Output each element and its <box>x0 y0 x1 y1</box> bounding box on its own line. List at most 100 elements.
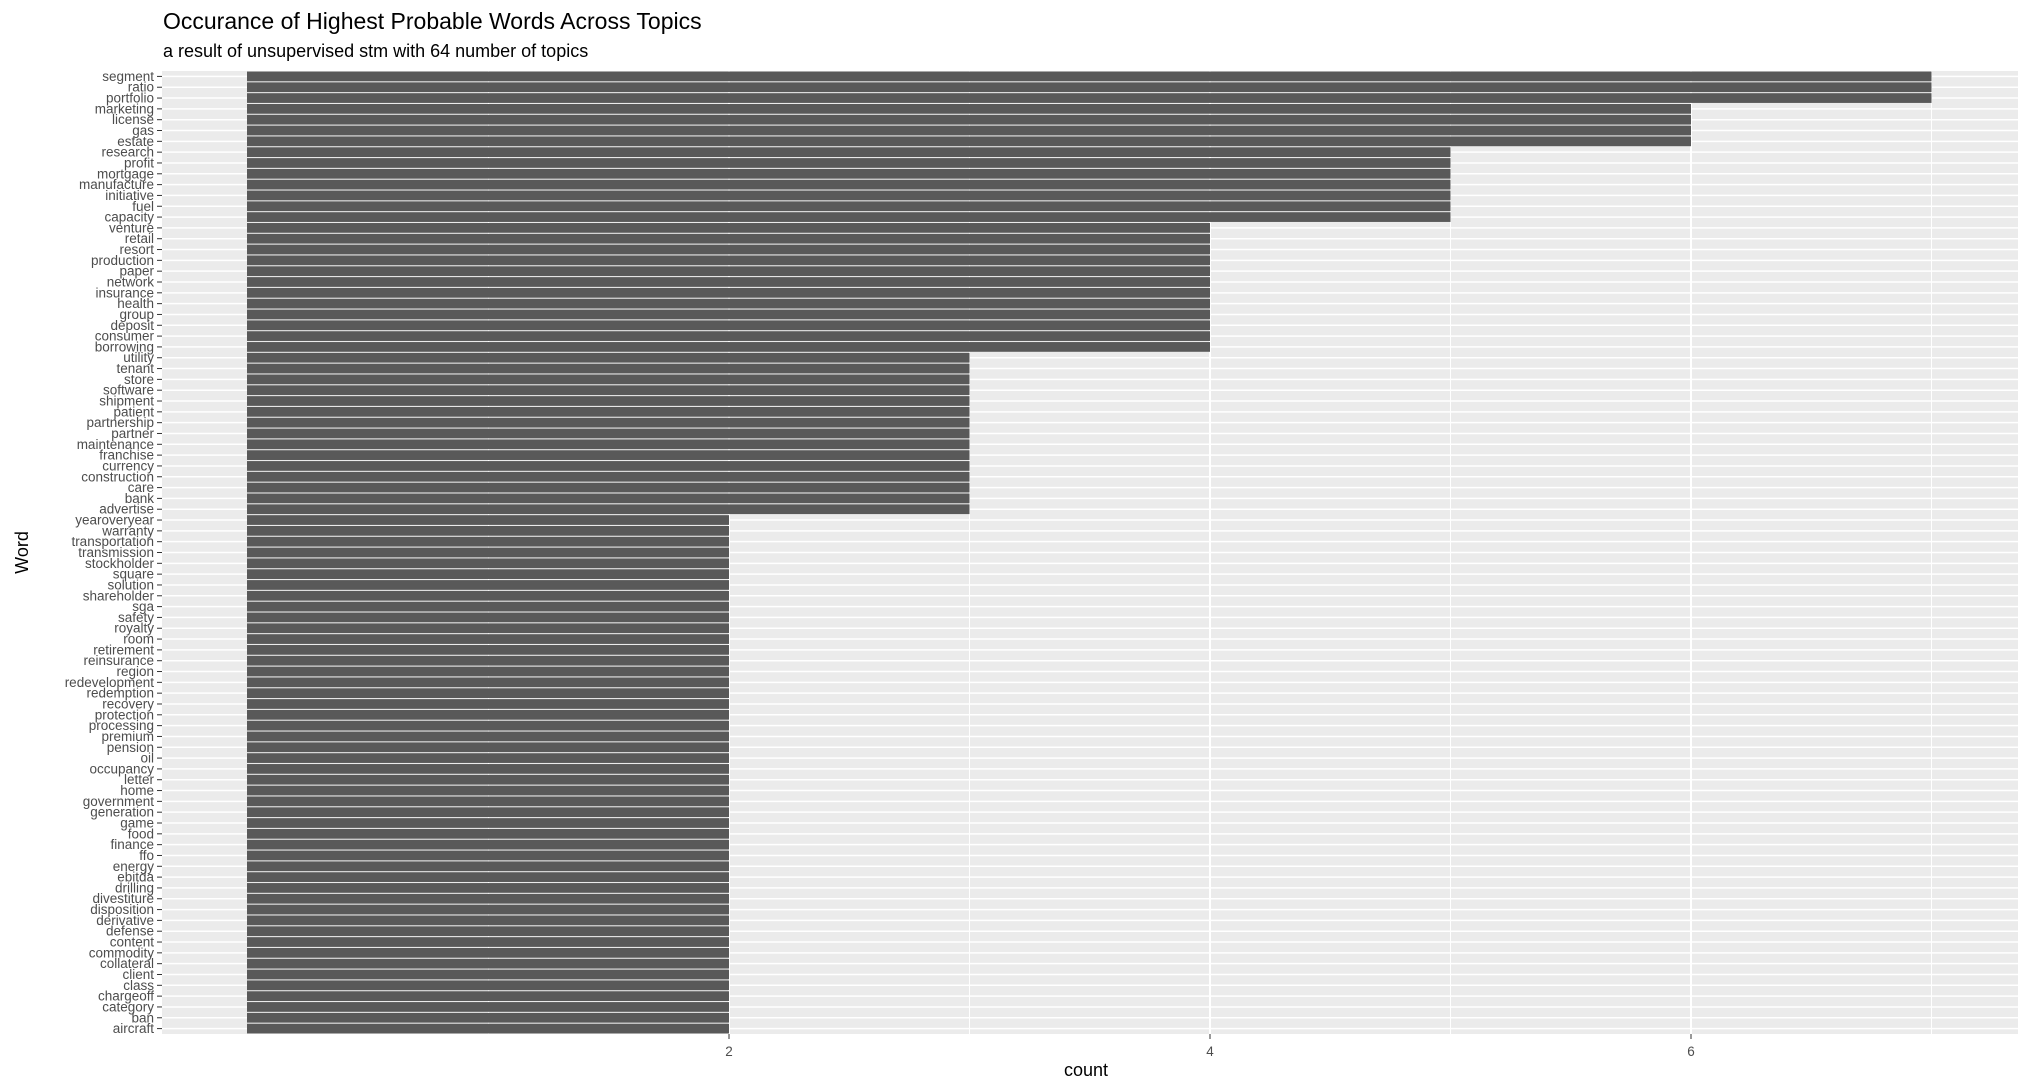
chart-subtitle: a result of unsupervised stm with 64 num… <box>163 41 589 61</box>
bar-utility <box>247 352 970 363</box>
y-tick-label: reinsurance <box>83 653 154 668</box>
bar-borrowing <box>247 342 1210 352</box>
bar-content <box>247 937 729 947</box>
x-tick-label: 4 <box>1206 1044 1214 1059</box>
y-tick-label: disposition <box>90 902 154 917</box>
bar-reinsurance <box>247 655 729 666</box>
y-tick-label: content <box>110 935 155 950</box>
bar-yearoveryear <box>247 515 729 525</box>
bar-deposit <box>247 320 1210 331</box>
y-tick-label: energy <box>113 859 155 874</box>
y-tick-label: letter <box>124 772 155 787</box>
bar-defense <box>247 926 729 937</box>
y-tick-label: region <box>116 664 154 679</box>
bar-tenant <box>247 363 970 374</box>
y-tick-label: utility <box>123 350 154 365</box>
bar-construction <box>247 471 970 482</box>
y-tick-label: research <box>101 145 154 160</box>
y-tick-label: yearoveryear <box>75 513 154 528</box>
y-tick-label: insurance <box>95 285 154 300</box>
bar-partner <box>247 428 970 439</box>
y-tick-label: royalty <box>114 621 154 636</box>
bar-health <box>247 298 1210 309</box>
bar-advertise <box>247 504 970 515</box>
bar-shareholder <box>247 590 729 601</box>
x-axis-ticks: 2 4 6 <box>725 1034 1695 1059</box>
y-tick-label: drilling <box>115 880 154 895</box>
bar-energy <box>247 861 729 872</box>
y-tick-label: retirement <box>93 642 154 657</box>
y-tick-label: chargeoff <box>98 989 154 1004</box>
y-tick-label: group <box>119 307 154 322</box>
y-tick-label: patient <box>113 404 154 419</box>
y-tick-label: venture <box>109 220 154 235</box>
bar-drilling <box>247 883 729 893</box>
bar-recovery <box>247 699 729 709</box>
bar-warranty <box>247 525 729 536</box>
y-tick-label: portfolio <box>106 91 154 106</box>
bar-home <box>247 785 729 796</box>
bar-ban <box>247 1012 729 1023</box>
bar-aircraft <box>247 1023 729 1034</box>
bar-portfolio <box>247 93 1932 103</box>
bar-capacity <box>247 212 1451 222</box>
y-tick-label: pension <box>107 740 154 755</box>
bar-sga <box>247 601 729 612</box>
bar-region <box>247 666 729 677</box>
bar-premium <box>247 731 729 742</box>
bar-profit <box>247 158 1451 168</box>
y-tick-label: currency <box>102 458 154 473</box>
y-tick-label: production <box>91 253 154 268</box>
y-tick-label: transportation <box>71 534 154 549</box>
bar-disposition <box>247 904 729 915</box>
bar-class <box>247 980 729 991</box>
y-tick-label: franchise <box>99 448 154 463</box>
y-tick-label: category <box>102 999 154 1014</box>
y-tick-label: premium <box>101 729 154 744</box>
bar-divestiture <box>247 893 729 904</box>
bar-finance <box>247 839 729 850</box>
y-tick-label: client <box>122 967 154 982</box>
bar-franchise <box>247 450 970 460</box>
bar-segment <box>247 71 1932 82</box>
bar-food <box>247 828 729 839</box>
y-tick-label: license <box>112 112 154 127</box>
y-tick-label: capacity <box>104 210 154 225</box>
y-tick-label: partner <box>111 426 154 441</box>
x-axis-title: count <box>1064 1060 1108 1080</box>
y-tick-label: shipment <box>99 394 154 409</box>
bar-consumer <box>247 331 1210 341</box>
bar-store <box>247 374 970 385</box>
bar-chargeoff <box>247 991 729 1001</box>
y-tick-label: home <box>120 783 154 798</box>
bar-venture <box>247 223 1210 233</box>
bar-room <box>247 634 729 644</box>
bar-processing <box>247 720 729 731</box>
bar-currency <box>247 461 970 471</box>
bar-category <box>247 1002 729 1012</box>
y-tick-label: ffo <box>139 848 154 863</box>
bar-paper <box>247 266 1210 277</box>
y-tick-label: network <box>107 274 155 289</box>
y-tick-label: construction <box>81 469 154 484</box>
y-tick-label: ebitda <box>117 870 154 885</box>
y-tick-label: resort <box>119 242 154 257</box>
y-tick-label: consumer <box>95 329 155 344</box>
y-tick-label: estate <box>117 134 154 149</box>
y-tick-label: processing <box>89 718 154 733</box>
bar-license <box>247 114 1691 125</box>
bar-manufacture <box>247 179 1451 190</box>
bar-fuel <box>247 201 1451 212</box>
bar-derivative <box>247 915 729 926</box>
y-tick-label: health <box>117 296 154 311</box>
y-tick-label: generation <box>90 805 154 820</box>
y-tick-label: finance <box>110 837 154 852</box>
y-tick-label: room <box>123 632 154 647</box>
y-tick-label: borrowing <box>95 339 154 354</box>
bar-stockholder <box>247 558 729 569</box>
bar-oil <box>247 753 729 763</box>
y-tick-label: solution <box>107 577 154 592</box>
bar-transmission <box>247 547 729 558</box>
y-tick-label: divestiture <box>92 891 154 906</box>
y-tick-label: defense <box>106 924 154 939</box>
